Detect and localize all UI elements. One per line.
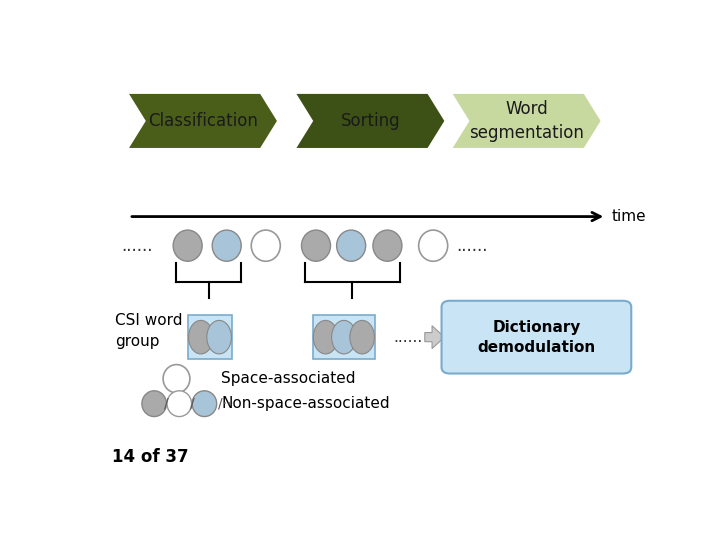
Text: /: / [164,397,169,411]
Ellipse shape [142,391,166,416]
Text: Sorting: Sorting [341,112,400,130]
Polygon shape [297,94,444,148]
Ellipse shape [302,230,330,261]
Ellipse shape [251,230,280,261]
Text: /: / [189,397,194,411]
Text: Classification: Classification [148,112,258,130]
Polygon shape [425,326,444,349]
Text: ......: ...... [456,237,488,255]
Ellipse shape [373,230,402,261]
Ellipse shape [332,320,356,354]
Ellipse shape [207,320,231,354]
Ellipse shape [418,230,448,261]
Ellipse shape [313,320,338,354]
Ellipse shape [163,364,190,393]
Text: /···: /··· [218,397,236,411]
Text: Non-space-associated: Non-space-associated [221,396,390,411]
Text: 14 of 37: 14 of 37 [112,448,189,466]
Ellipse shape [192,391,217,416]
Text: Space-associated: Space-associated [221,371,356,386]
Ellipse shape [167,391,192,416]
Ellipse shape [212,230,241,261]
FancyBboxPatch shape [312,315,375,359]
Polygon shape [129,94,277,148]
Polygon shape [453,94,600,148]
Text: Word
segmentation: Word segmentation [469,100,584,141]
Text: time: time [612,209,647,224]
Ellipse shape [337,230,366,261]
Text: ......: ...... [122,237,153,255]
Text: ......: ...... [393,329,423,345]
Text: Dictionary
demodulation: Dictionary demodulation [477,320,595,355]
Ellipse shape [173,230,202,261]
FancyBboxPatch shape [188,315,232,359]
Text: CSI word
group: CSI word group [115,313,183,349]
FancyBboxPatch shape [441,301,631,374]
Ellipse shape [189,320,213,354]
Ellipse shape [350,320,374,354]
